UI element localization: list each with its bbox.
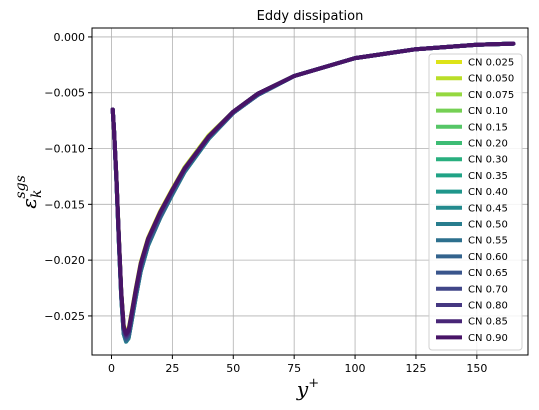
y-axis-ticks: 0.000 −0.005 −0.010 −0.015 −0.020 −0.025 <box>44 31 92 323</box>
series-lines <box>110 41 516 344</box>
legend-label: CN 0.65 <box>468 268 508 279</box>
y-tick-label: 0.000 <box>54 31 86 44</box>
legend-label: CN 0.60 <box>468 252 508 263</box>
x-tick-label: 25 <box>165 362 179 375</box>
y-tick-label: −0.005 <box>44 87 85 100</box>
x-tick-label: 100 <box>345 362 366 375</box>
legend-label: CN 0.075 <box>468 90 514 101</box>
legend-label: CN 0.15 <box>468 122 508 133</box>
legend-label: CN 0.90 <box>468 333 508 344</box>
series-line <box>110 41 516 336</box>
legend-label: CN 0.45 <box>468 203 508 214</box>
legend-label: CN 0.20 <box>468 139 508 150</box>
x-tick-label: 75 <box>287 362 301 375</box>
y-axis-label-main: ε <box>17 198 41 209</box>
legend-label: CN 0.025 <box>468 58 514 69</box>
legend-label: CN 0.70 <box>468 284 508 295</box>
x-axis-label: y+ <box>296 376 319 401</box>
legend-label: CN 0.40 <box>468 187 508 198</box>
legend-label: CN 0.10 <box>468 106 508 117</box>
y-axis-label-superscript: sgs <box>13 175 29 198</box>
plot-area-frame <box>91 27 529 356</box>
y-tick-label: −0.010 <box>44 143 85 156</box>
legend-label: CN 0.80 <box>468 301 508 312</box>
legend-label: CN 0.30 <box>468 155 508 166</box>
x-tick-label: 150 <box>466 362 487 375</box>
x-tick-label: 125 <box>405 362 426 375</box>
x-axis-label-superscript: + <box>308 376 319 391</box>
y-tick-label: −0.020 <box>44 254 85 267</box>
x-tick-label: 0 <box>108 362 115 375</box>
x-tick-label: 50 <box>226 362 240 375</box>
legend-label: CN 0.50 <box>468 220 508 231</box>
y-axis-label-subscript: k <box>29 190 45 198</box>
y-tick-label: −0.015 <box>44 198 85 211</box>
chart-title: Eddy dissipation <box>257 9 364 24</box>
y-tick-label: −0.025 <box>44 310 85 323</box>
legend-label: CN 0.55 <box>468 236 508 247</box>
y-axis-label: εksgs <box>13 175 45 209</box>
legend-label: CN 0.050 <box>468 74 514 85</box>
x-axis-label-main: y <box>296 377 309 401</box>
legend-label: CN 0.85 <box>468 317 508 328</box>
legend: CN 0.025 CN 0.050 CN 0.075 CN 0.10 CN 0.15 CN… <box>428 53 523 351</box>
x-axis-ticks: 0 25 50 75 100 125 150 <box>108 355 487 375</box>
legend-items: CN 0.025 CN 0.050 CN 0.075 CN 0.10 CN 0.15 CN… <box>436 58 514 344</box>
legend-label: CN 0.35 <box>468 171 508 182</box>
